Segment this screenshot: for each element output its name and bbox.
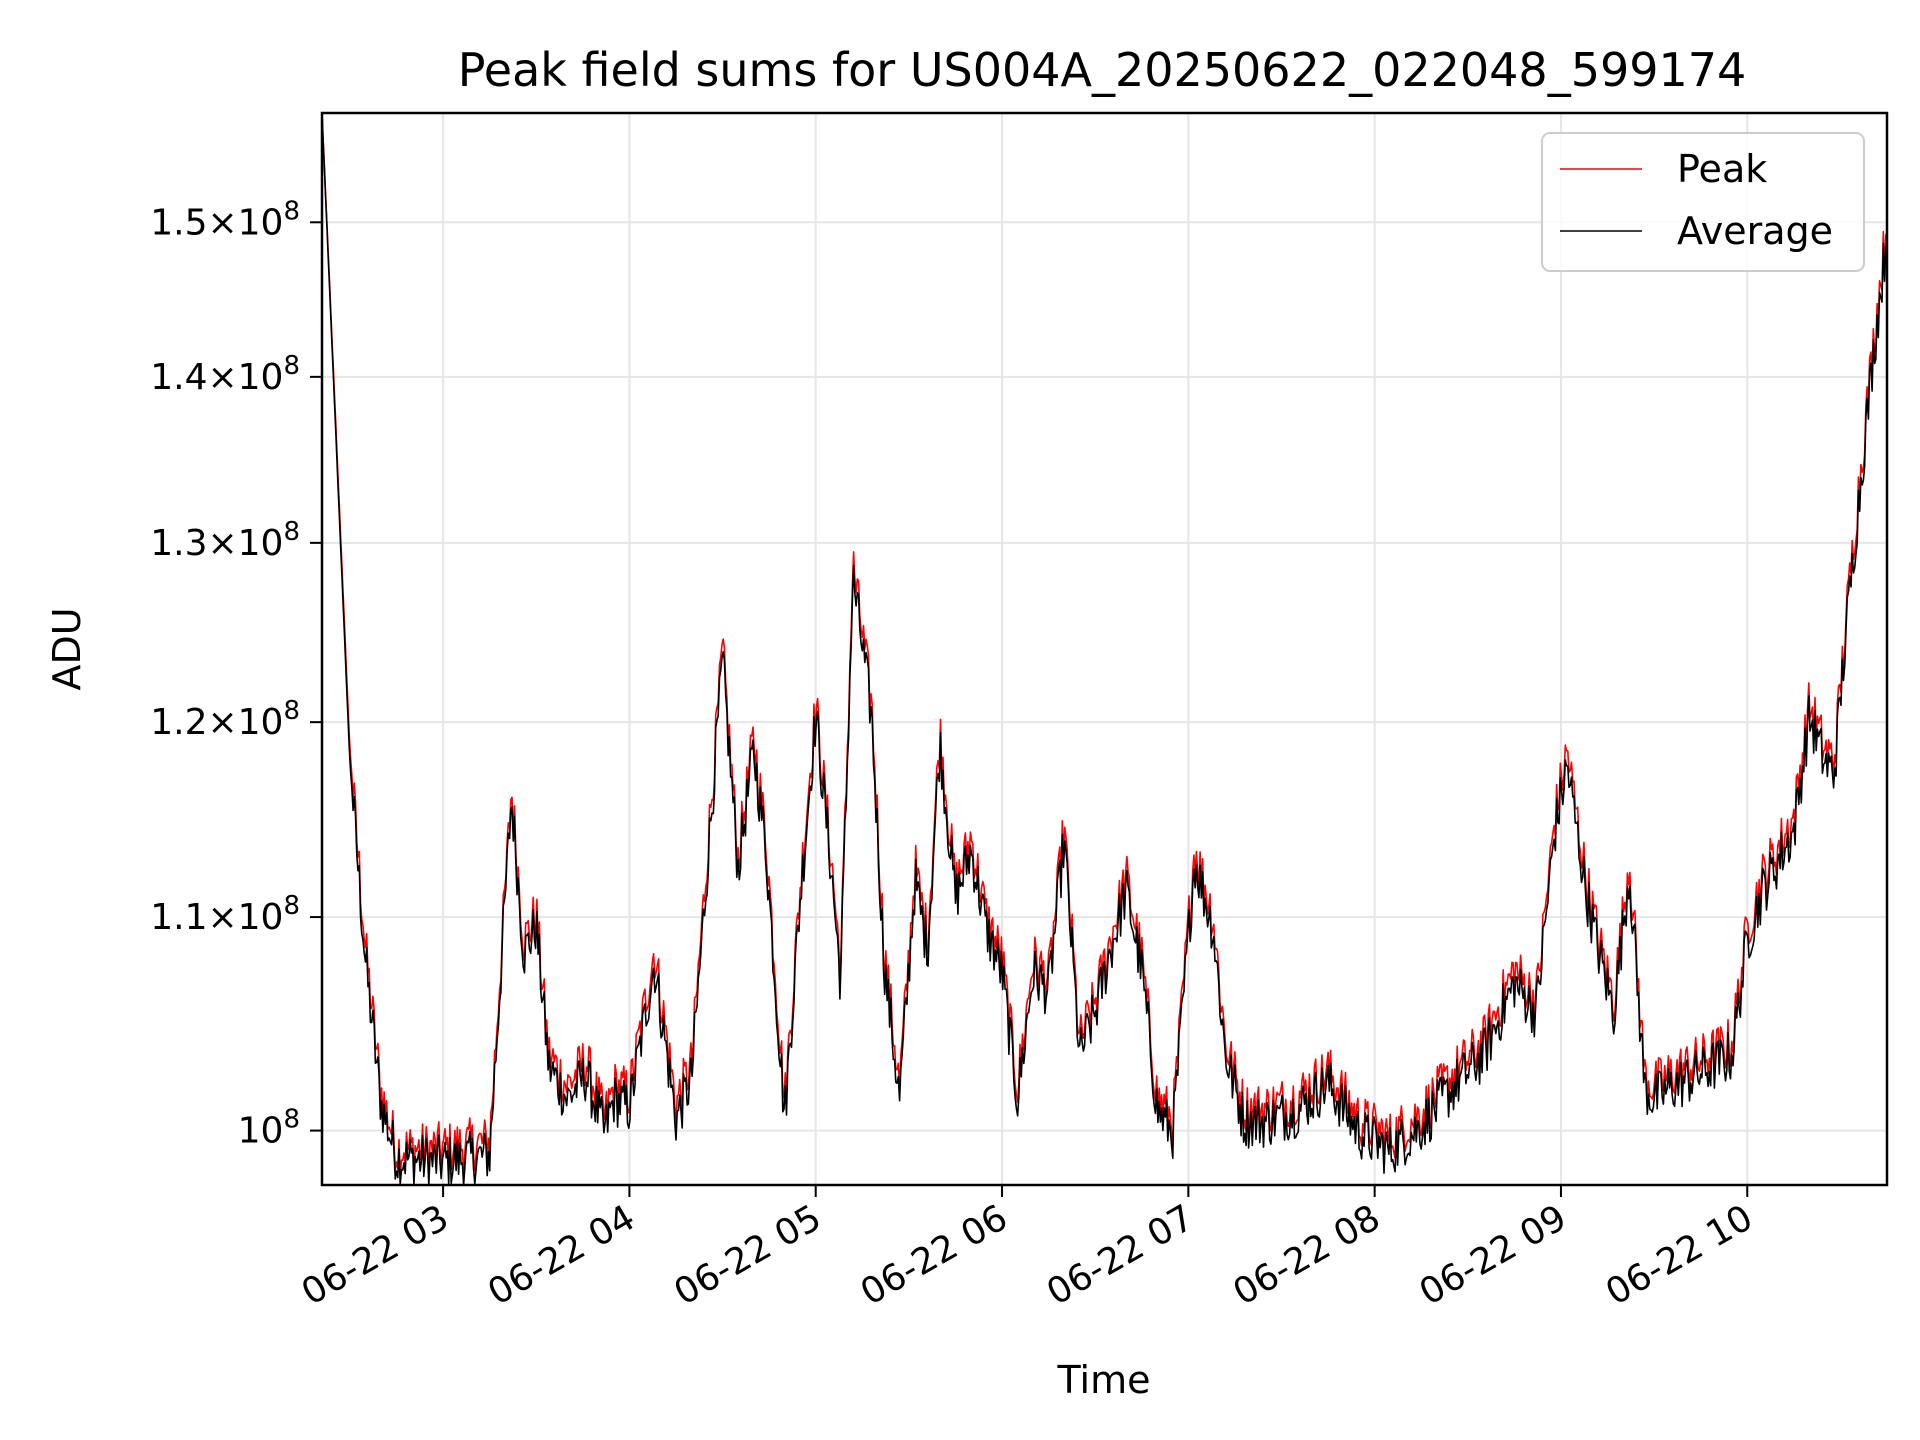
chart-title: Peak field sums for US004A_20250622_0220… xyxy=(458,43,1747,97)
y-tick-label-4: 1.4×108 xyxy=(150,351,300,398)
legend: Peak Average xyxy=(1541,132,1865,272)
plot-frame xyxy=(320,111,1889,1187)
y-tick-label-1: 1.1×108 xyxy=(150,891,300,938)
series-line-average xyxy=(321,112,1888,1186)
legend-label-peak: Peak xyxy=(1677,147,1767,191)
legend-box xyxy=(1541,132,1865,272)
series-lines xyxy=(321,112,1888,1186)
y-tick-label-5: 1.5×108 xyxy=(150,196,300,243)
legend-label-average: Average xyxy=(1677,209,1833,253)
y-tick-label-3: 1.3×108 xyxy=(150,517,300,564)
y-axis: 108 1.1×108 1.2×108 1.3×108 1.4×108 1.5×108 xyxy=(150,196,322,1152)
x-axis-label: Time xyxy=(1057,1358,1151,1402)
y-axis-label: ADU xyxy=(45,607,89,690)
y-tick-label-0: 108 xyxy=(238,1105,300,1152)
y-tick-label-2: 1.2×108 xyxy=(150,696,300,743)
